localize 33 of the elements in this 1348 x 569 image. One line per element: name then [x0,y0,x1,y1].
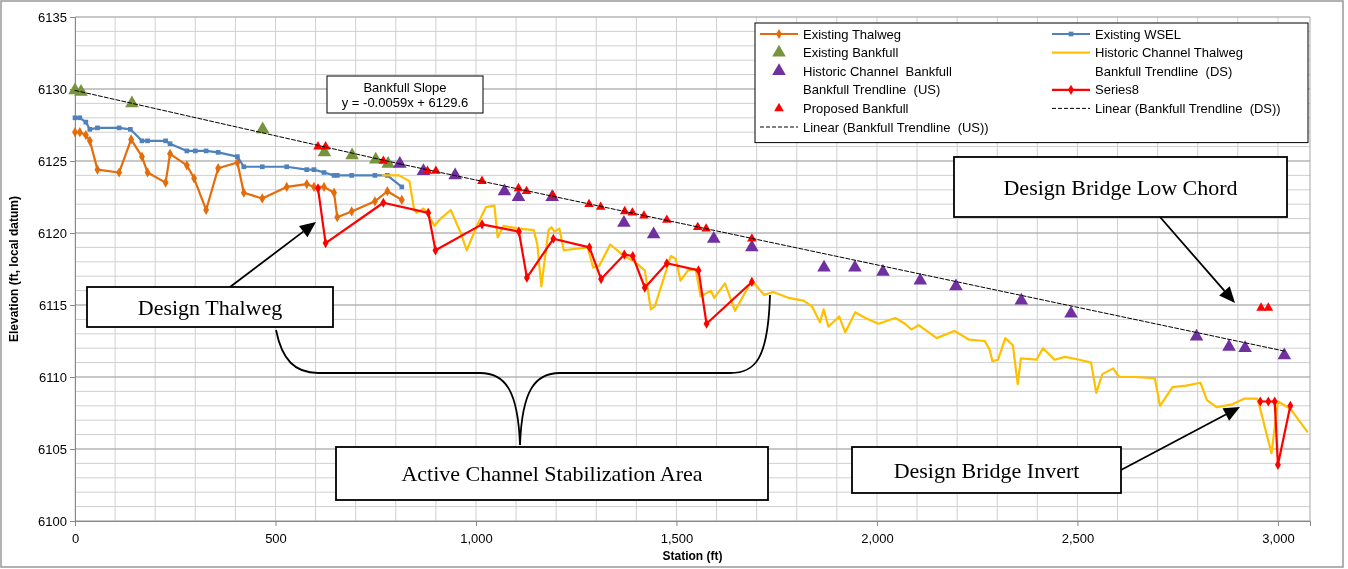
legend-label: Series8 [1095,82,1140,98]
legend-label: Linear (Bankfull Trendline (DS)) [1095,100,1281,116]
legend-label: Existing WSEL [1095,26,1181,42]
y-tick-label: 6100 [38,513,67,529]
annotation: Design Thalweg [137,294,283,320]
x-tick-label: 1,000 [460,531,493,547]
legend-label: Existing Thalweg [803,26,902,42]
y-tick-label: 6105 [38,441,67,457]
x-tick-label: 500 [265,531,287,547]
y-tick-label: 6115 [39,297,67,313]
legend-label: Existing Bankfull [803,45,899,61]
x-tick-label: 2,000 [861,531,894,547]
annotation: Design Bridge Invert [893,457,1080,483]
y-tick-label: 6110 [39,369,67,385]
y-tick-label: 6130 [38,81,67,97]
legend-label: Proposed Bankfull [803,100,909,116]
text: Bankfull Trendline (US) [803,82,941,98]
text: Bankfull Trendline (DS) [1095,63,1233,79]
y-axis-title: Elevation (ft, local datum) [7,195,21,343]
legend-label: Linear (Bankfull Trendline (US)) [803,119,989,135]
annotation: Design Bridge Low Chord [1003,174,1238,200]
legend-label: Historic Channel Thalweg [1095,45,1243,61]
annotation: Bankfull Slope y = -0.0059x + 6129.6 [341,79,469,110]
annotation: Active Channel Stabilization Area [401,461,703,487]
x-tick-label: 2,500 [1061,531,1095,547]
x-tick-label: 1,500 [660,531,694,547]
y-tick-label: 6120 [38,225,67,241]
legend-label: Historic Channel Bankfull [803,63,952,79]
x-axis-title: Station (ft) [662,549,723,563]
x-tick-label: 3,000 [1262,531,1295,547]
y-tick-label: 6135 [38,9,67,25]
y-tick-label: 6125 [38,153,67,169]
x-tick-label: 0 [71,531,80,547]
